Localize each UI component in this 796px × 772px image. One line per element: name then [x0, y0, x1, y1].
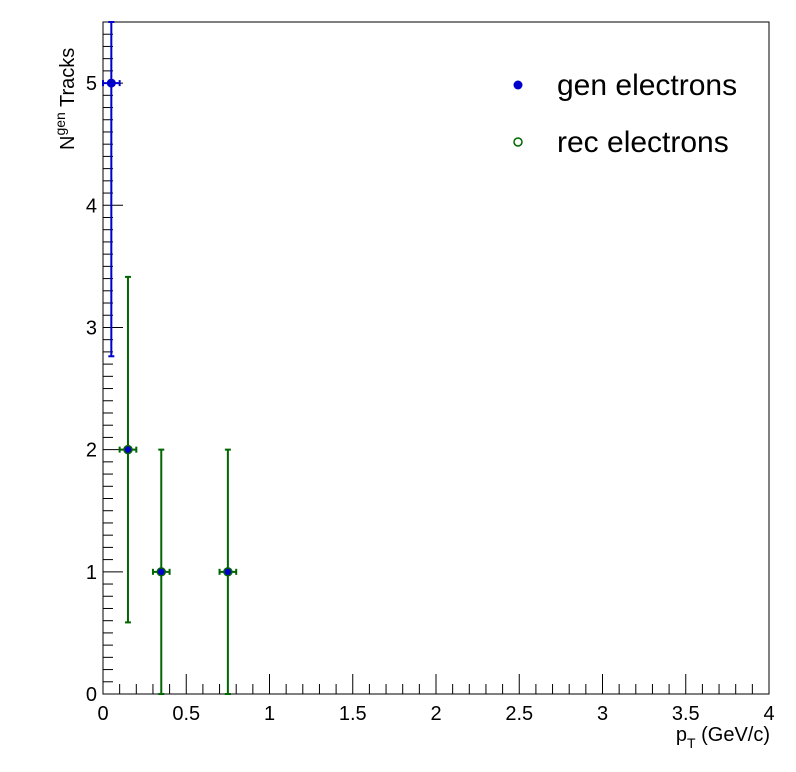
x-tick-label: 3	[597, 703, 608, 725]
data-point	[156, 567, 167, 577]
x-tick-label: 1.5	[339, 703, 367, 725]
y-tick-label: 3	[86, 317, 97, 339]
x-tick-label: 0.5	[172, 703, 200, 725]
legend-label: gen electrons	[557, 69, 737, 102]
data-point	[123, 444, 133, 455]
data-point	[106, 78, 116, 88]
legend-marker	[513, 137, 523, 147]
x-tick-label: 4	[763, 703, 774, 725]
data-point	[223, 567, 233, 577]
x-tick-label: 0	[97, 703, 108, 725]
x-tick-label: 2	[430, 703, 441, 725]
x-axis: 0 0.5 1 1.5 2 2.5 3 3.5 4	[97, 674, 775, 725]
y-axis: 0 1 2 3 4 5	[86, 33, 123, 706]
y-tick-label: 0	[86, 684, 97, 706]
x-tick-label: 1	[264, 703, 275, 725]
legend-marker	[513, 80, 523, 90]
x-tick-label: 3.5	[672, 703, 700, 725]
legend-label: rec electrons	[557, 126, 729, 159]
y-axis-title: Ngen Tracks	[52, 48, 79, 150]
data-series	[102, 21, 238, 695]
x-axis-title: pT (GeV/c)	[676, 724, 770, 751]
y-tick-label: 2	[86, 440, 97, 462]
y-tick-label: 5	[86, 73, 97, 95]
legend: gen electrons rec electrons	[513, 69, 737, 159]
y-tick-label: 4	[86, 195, 97, 217]
y-tick-label: 1	[86, 562, 97, 584]
x-tick-label: 2.5	[505, 703, 533, 725]
plot-frame	[102, 21, 770, 695]
